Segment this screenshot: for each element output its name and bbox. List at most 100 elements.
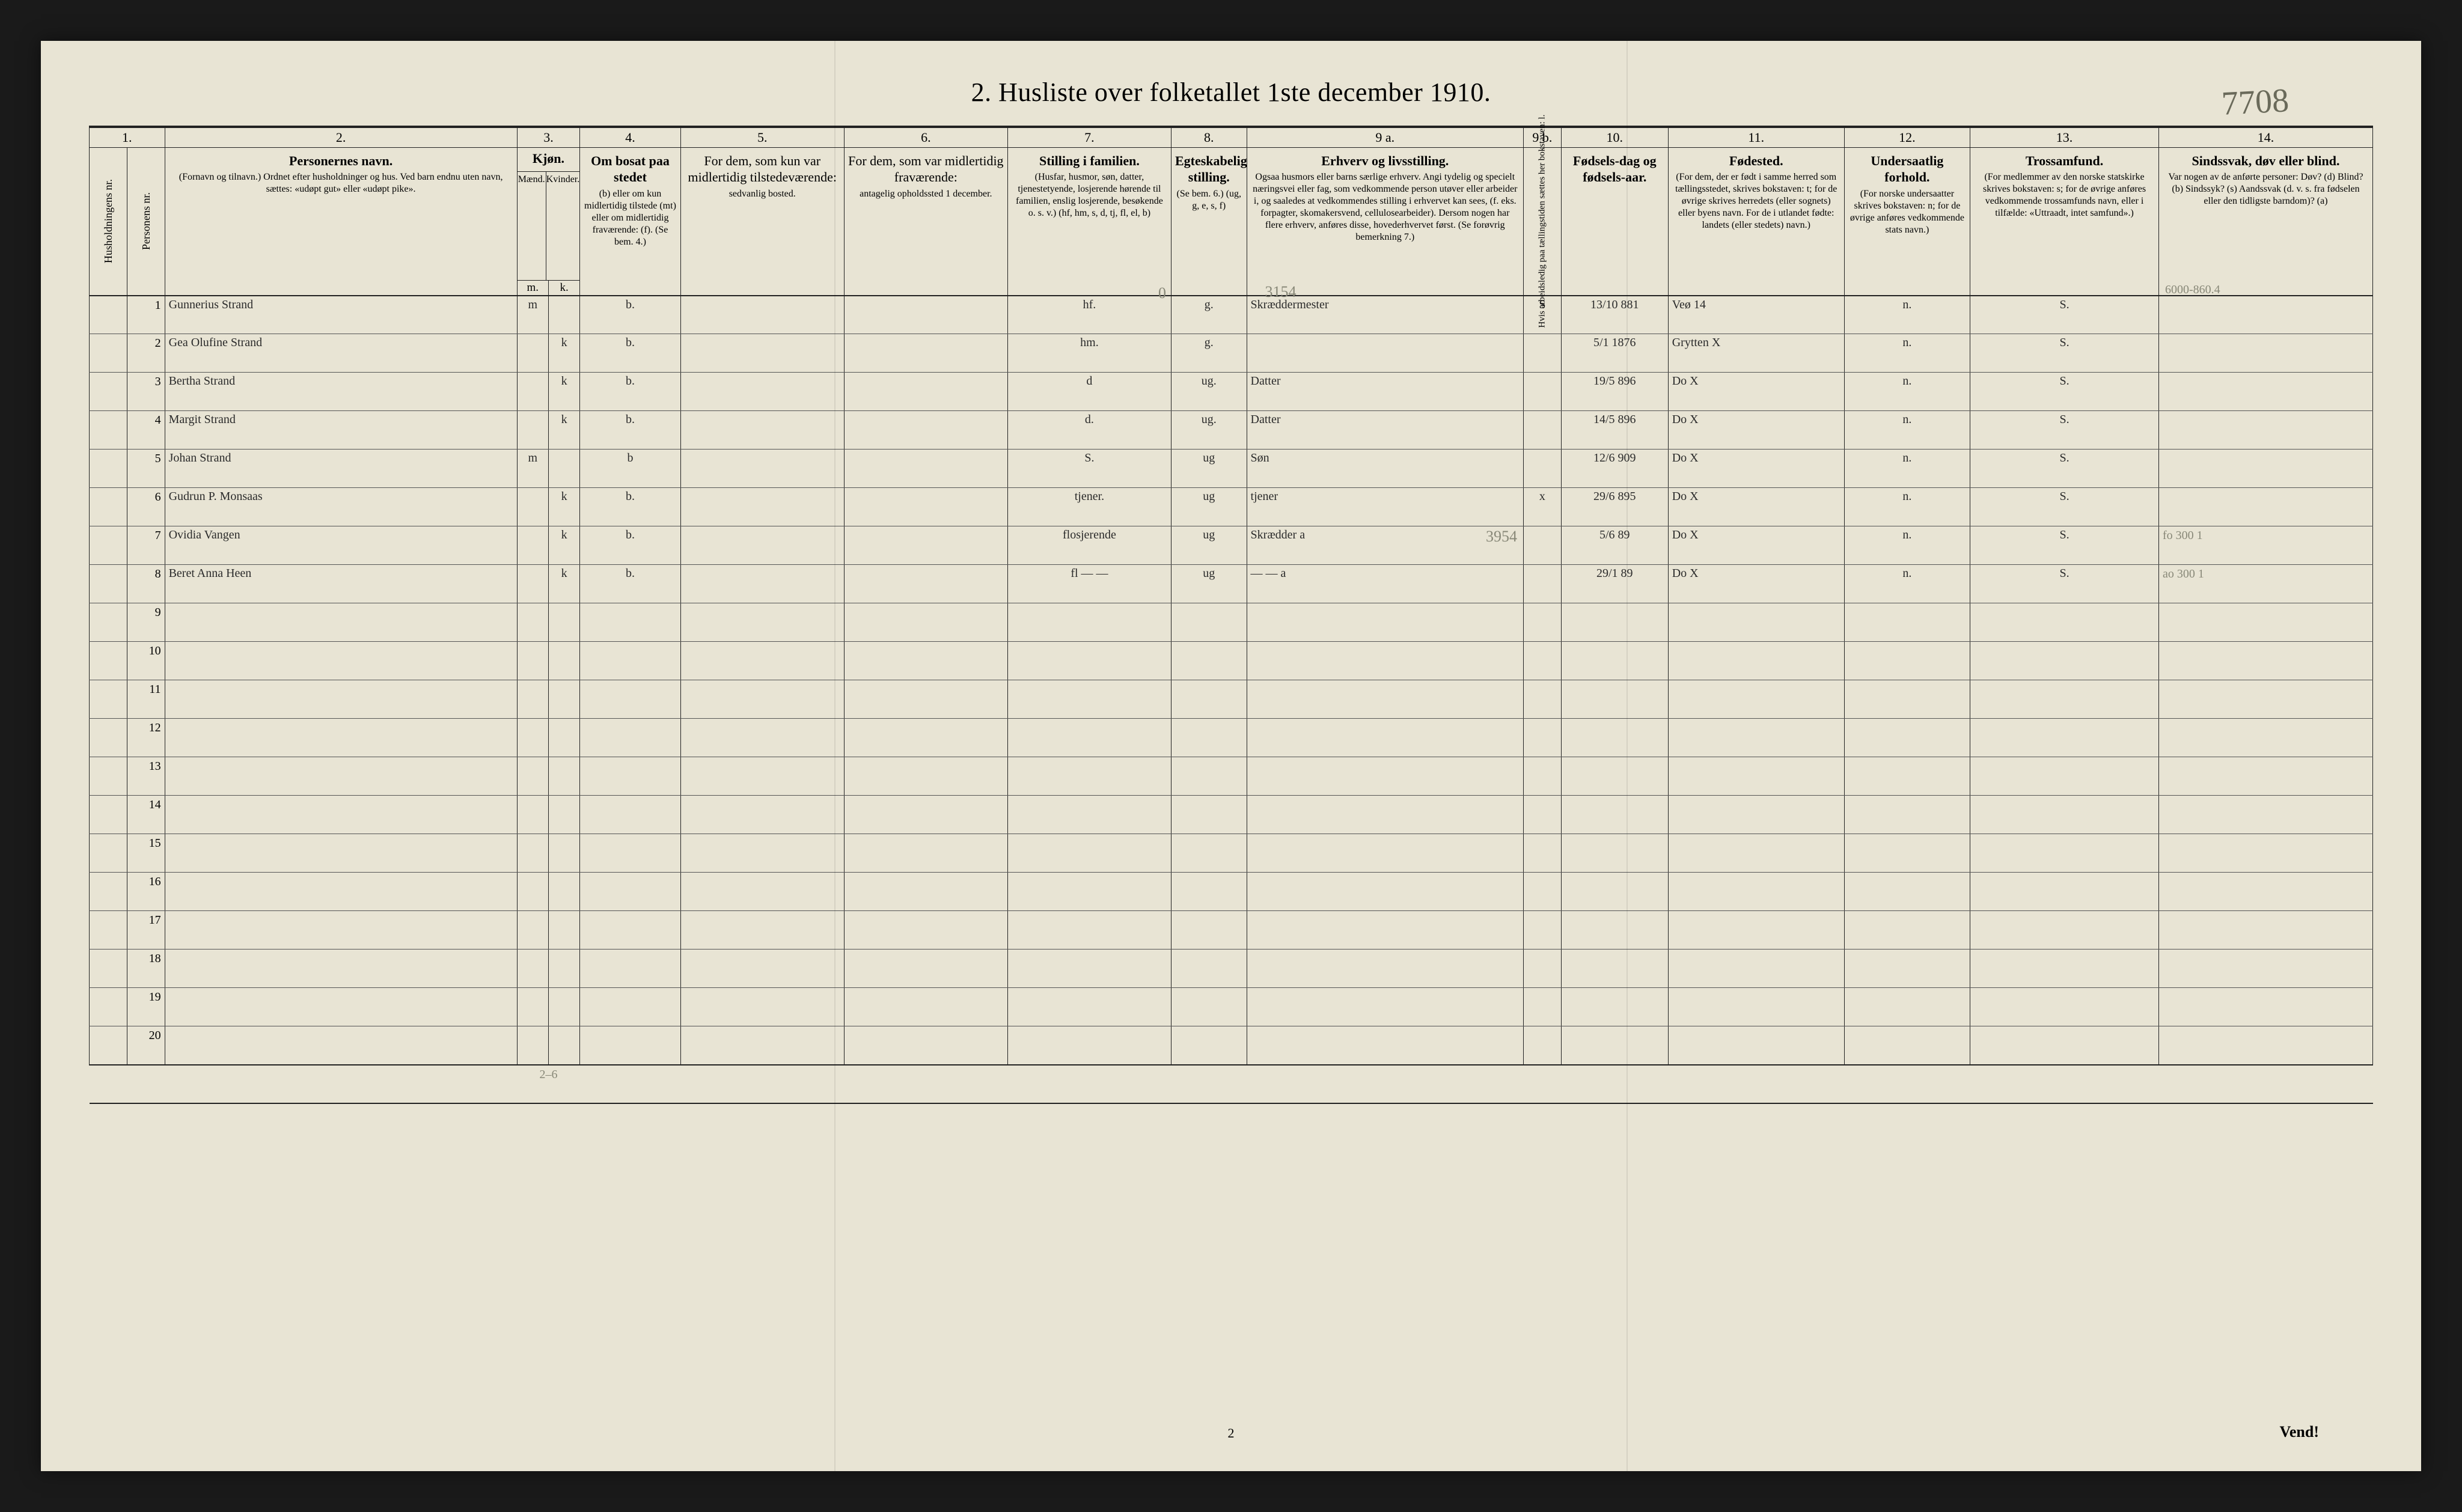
- cell-person-no: 3: [127, 373, 165, 411]
- cell-birthdate: 29/1 89: [1561, 565, 1668, 603]
- header-label-row: Husholdningens nr. Personens nr. Persone…: [90, 147, 2373, 296]
- census-page: 7708 2. Husliste over folketallet 1ste d…: [41, 41, 2421, 1471]
- cell-bosat: b.: [580, 488, 680, 526]
- cell-person-no: 2: [127, 334, 165, 373]
- cell-bosat: b.: [580, 296, 680, 334]
- cell-name: Gea Olufine Strand: [165, 334, 517, 373]
- col-num: 7.: [1007, 127, 1171, 147]
- cell-birthplace: Do X: [1668, 488, 1844, 526]
- cell-birthdate: 5/6 89: [1561, 526, 1668, 565]
- cell-marital: ug: [1171, 488, 1247, 526]
- header-citizenship: Undersaatlig forhold. (For norske unders…: [1844, 147, 1970, 296]
- cell-9b: [1524, 450, 1562, 488]
- cell-birthplace: Do X: [1668, 450, 1844, 488]
- cell-family-pos: hm.: [1007, 334, 1171, 373]
- cell-citizenship: n.: [1844, 488, 1970, 526]
- table-row: 1 Gunnerius Strand m b. hf.0 g. 3154Skræ…: [90, 296, 2373, 334]
- header-name: Personernes navn. (Fornavn og tilnavn.) …: [165, 147, 517, 296]
- cell-name: Ovidia Vangen: [165, 526, 517, 565]
- table-row-empty: 14: [90, 796, 2373, 834]
- cell-person-no: 14: [127, 796, 165, 834]
- cell-marital: ug: [1171, 450, 1247, 488]
- cell-religion: S.: [1970, 296, 2159, 334]
- cell-birthdate: 13/10 881: [1561, 296, 1668, 334]
- table-row-empty: 15: [90, 834, 2373, 873]
- cell-sex-k: k: [548, 373, 579, 411]
- cell-9b: x: [1524, 488, 1562, 526]
- cell-occupation: Datter: [1247, 411, 1523, 450]
- footer-pencil-note: 2–6: [517, 1065, 580, 1103]
- cell-disability: [2159, 488, 2373, 526]
- cell-citizenship: n.: [1844, 450, 1970, 488]
- cell-birthplace: Do X: [1668, 373, 1844, 411]
- cell-birthplace: Do X: [1668, 565, 1844, 603]
- cell-birthplace: Do X: [1668, 526, 1844, 565]
- table-body: 1 Gunnerius Strand m b. hf.0 g. 3154Skræ…: [90, 296, 2373, 1103]
- cell-name: Beret Anna Heen: [165, 565, 517, 603]
- col-num: 11.: [1668, 127, 1844, 147]
- cell-occupation: Datter: [1247, 373, 1523, 411]
- cell-occupation: — — a: [1247, 565, 1523, 603]
- table-footer-row: 2–6: [90, 1065, 2373, 1103]
- cell-religion: S.: [1970, 526, 2159, 565]
- cell-person-no: 9: [127, 603, 165, 642]
- header-person-no: Personens nr.: [127, 147, 165, 296]
- cell-mt-present: [680, 565, 844, 603]
- cell-bosat: b.: [580, 373, 680, 411]
- cell-citizenship: n.: [1844, 526, 1970, 565]
- cell-name: Bertha Strand: [165, 373, 517, 411]
- cell-disability: [2159, 334, 2373, 373]
- header-mt-present: For dem, som kun var midlertidig tilsted…: [680, 147, 844, 296]
- cell-person-no: 5: [127, 450, 165, 488]
- col-num: 5.: [680, 127, 844, 147]
- cell-person-no: 16: [127, 873, 165, 911]
- cell-mt-absent: [844, 488, 1007, 526]
- turn-page-label: Vend!: [2279, 1423, 2319, 1441]
- cell-name: Gudrun P. Monsaas: [165, 488, 517, 526]
- table-row-empty: 10: [90, 642, 2373, 680]
- header-birthplace: Fødested. (For dem, der er født i samme …: [1668, 147, 1844, 296]
- cell-person-no: 1: [127, 296, 165, 334]
- cell-person-no: 4: [127, 411, 165, 450]
- cell-religion: S.: [1970, 565, 2159, 603]
- cell-9b: [1524, 373, 1562, 411]
- cell-9b: [1524, 526, 1562, 565]
- cell-person-no: 8: [127, 565, 165, 603]
- cell-religion: S.: [1970, 411, 2159, 450]
- cell-bosat: b.: [580, 411, 680, 450]
- col-num: 8.: [1171, 127, 1247, 147]
- cell-family-pos: d.: [1007, 411, 1171, 450]
- cell-family-pos: hf.0: [1007, 296, 1171, 334]
- cell-disability: [2159, 373, 2373, 411]
- cell-marital: ug.: [1171, 411, 1247, 450]
- cell-bosat: b.: [580, 526, 680, 565]
- cell-household-no: [90, 296, 127, 334]
- table-head: 1. 2. 3. 4. 5. 6. 7. 8. 9 a. 9 b. 10. 11…: [90, 127, 2373, 296]
- cell-disability: [2159, 411, 2373, 450]
- header-disability: Sindssvak, døv eller blind. Var nogen av…: [2159, 147, 2373, 296]
- cell-sex-m: [517, 565, 548, 603]
- cell-person-no: 20: [127, 1026, 165, 1065]
- cell-family-pos: fl — —: [1007, 565, 1171, 603]
- cell-mt-present: [680, 488, 844, 526]
- header-family-pos: Stilling i familien. (Husfar, husmor, sø…: [1007, 147, 1171, 296]
- cell-citizenship: n.: [1844, 296, 1970, 334]
- col-num: 4.: [580, 127, 680, 147]
- cell-mt-present: [680, 411, 844, 450]
- cell-name: Margit Strand: [165, 411, 517, 450]
- cell-person-no: 11: [127, 680, 165, 719]
- cell-occupation: [1247, 334, 1523, 373]
- page-number: 2: [1228, 1425, 1235, 1441]
- cell-sex-m: m: [517, 296, 548, 334]
- table-row: 3 Bertha Strand k b. d ug. Datter 19/5 8…: [90, 373, 2373, 411]
- cell-household-no: [90, 334, 127, 373]
- cell-mt-present: [680, 334, 844, 373]
- column-number-row: 1. 2. 3. 4. 5. 6. 7. 8. 9 a. 9 b. 10. 11…: [90, 127, 2373, 147]
- cell-disability: 6000-860.4: [2159, 296, 2373, 334]
- table-row-empty: 20: [90, 1026, 2373, 1065]
- cell-mt-absent: [844, 565, 1007, 603]
- cell-family-pos: tjener.: [1007, 488, 1171, 526]
- col-num: 3.: [517, 127, 580, 147]
- page-title: 2. Husliste over folketallet 1ste decemb…: [89, 77, 2373, 108]
- cell-occupation: tjener: [1247, 488, 1523, 526]
